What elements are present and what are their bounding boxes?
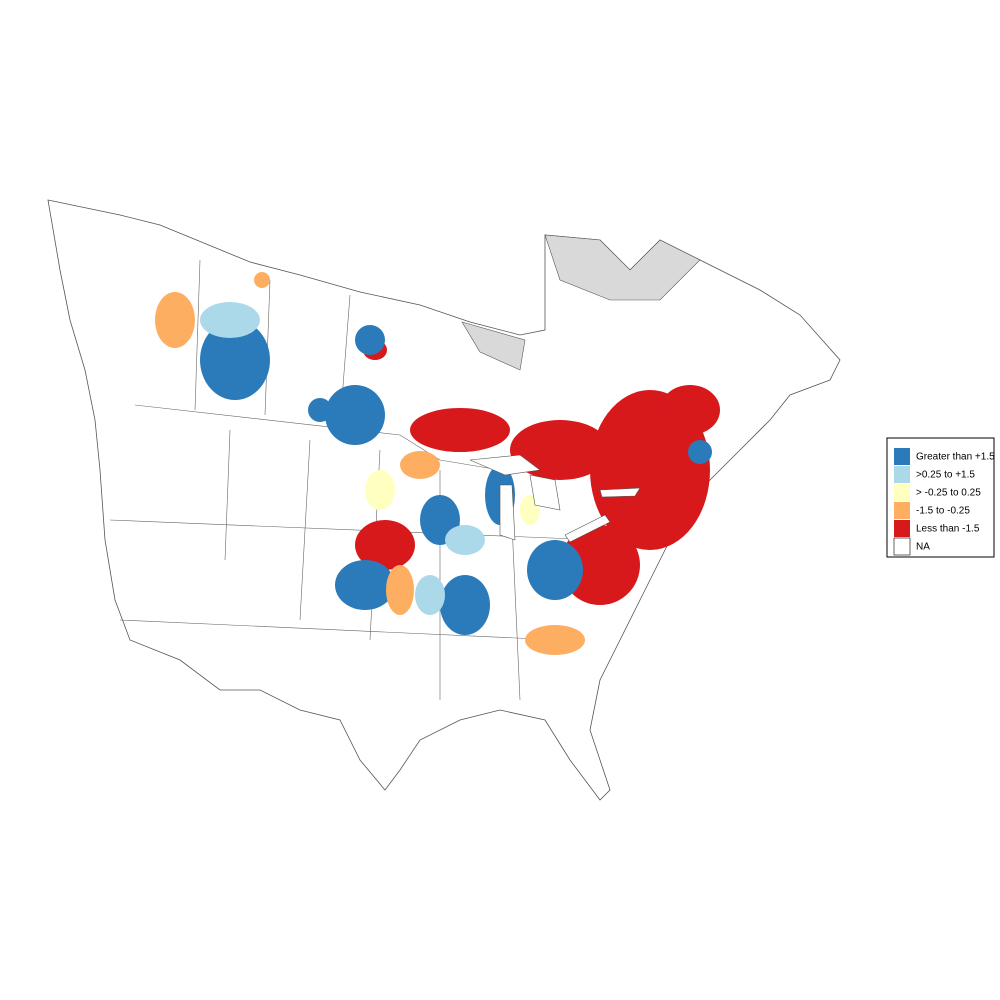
legend-swatch xyxy=(894,502,910,519)
james-bay-region xyxy=(461,321,526,371)
data-region xyxy=(200,302,260,338)
data-region xyxy=(355,520,415,570)
data-region xyxy=(325,385,385,445)
legend-label: >0.25 to +1.5 xyxy=(916,470,975,481)
data-region xyxy=(254,272,270,288)
data-region xyxy=(688,440,712,464)
lakes xyxy=(469,454,641,543)
data-region xyxy=(440,575,490,635)
data-region xyxy=(527,540,583,600)
lake xyxy=(499,484,516,541)
blob-layer xyxy=(155,272,720,655)
legend: Greater than +1.5 >0.25 to +1.5 > -0.25 to… xyxy=(886,437,995,558)
lake xyxy=(469,454,541,476)
legend-swatch xyxy=(893,537,911,556)
lake xyxy=(529,474,561,511)
data-region xyxy=(155,292,195,348)
legend-swatch xyxy=(894,466,910,483)
data-region xyxy=(308,398,332,422)
legend-swatch xyxy=(894,448,910,465)
data-region xyxy=(510,420,610,480)
data-region xyxy=(660,385,720,435)
lake xyxy=(564,514,611,543)
border-line xyxy=(109,519,601,641)
data-region xyxy=(445,525,485,555)
legend-swatch xyxy=(894,520,910,537)
legend-label: -1.5 to -0.25 xyxy=(916,506,970,517)
data-region xyxy=(415,575,445,615)
data-region xyxy=(525,625,585,655)
data-region xyxy=(335,560,395,610)
data-region xyxy=(560,525,640,605)
data-region xyxy=(200,320,270,400)
data-region xyxy=(355,325,385,355)
data-region xyxy=(365,470,395,510)
legend-label: Less than -1.5 xyxy=(916,524,980,535)
data-region xyxy=(400,451,440,479)
legend-swatch xyxy=(894,484,910,501)
legend-label: NA xyxy=(916,542,930,553)
legend-label: > -0.25 to 0.25 xyxy=(916,488,981,499)
data-region xyxy=(410,408,510,452)
data-region xyxy=(386,565,414,615)
legend-label: Greater than +1.5 xyxy=(916,452,995,463)
hudson-region xyxy=(544,234,701,301)
lake xyxy=(599,487,641,498)
